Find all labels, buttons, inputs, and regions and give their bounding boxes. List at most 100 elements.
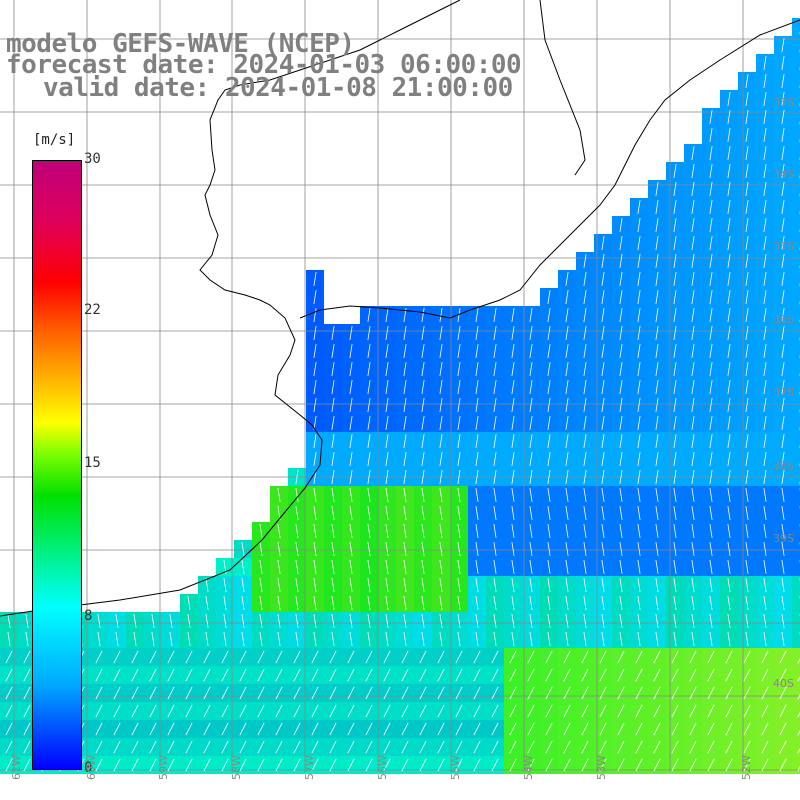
wind-arrow [547,326,551,340]
wind-arrow [781,416,785,430]
wind-arrow [763,200,767,214]
lon-label-60w: 60W [85,755,98,780]
wind-arrow [511,398,515,412]
wind-arrow [707,722,715,736]
wind-arrow [727,164,731,178]
wind-arrow [113,740,121,754]
wind-arrow [385,452,389,466]
wind-arrow [727,470,731,484]
wind-arrow [347,740,355,754]
wind-arrow [203,668,211,682]
wind-arrow [421,506,425,520]
wind-arrow [583,614,587,628]
wind-arrow [563,686,571,700]
wind-arrow [529,560,533,574]
wind-arrow [671,722,679,736]
wind-arrow [493,578,497,592]
wind-arrow [691,434,695,448]
wind-arrow [349,578,353,592]
wind-arrow [763,380,767,394]
wind-arrow [331,416,335,430]
wind-arrow [565,560,569,574]
wind-arrow [727,254,731,268]
wind-arrow [619,524,623,538]
wind-arrow [241,578,245,592]
wind-arrow [727,632,731,646]
wind-arrow [763,182,767,196]
wind-arrow [349,488,353,502]
wind-arrow [239,668,247,682]
wind-arrow [581,740,589,754]
wind-arrow [565,506,569,520]
wind-arrow [727,146,731,160]
wind-arrow [421,362,425,376]
wind-arrow [403,344,407,358]
valid-date: valid date: 2024-01-08 21:00:00 [43,73,513,103]
wind-arrow [457,416,461,430]
wind-arrow [457,344,461,358]
wind-arrow [673,236,677,250]
wind-arrow [673,632,677,646]
wind-arrow [691,578,695,592]
wind-arrow [709,506,713,520]
wind-arrow [365,668,373,682]
wind-speed-cell [792,558,800,576]
wind-arrow [637,362,641,376]
wind-arrow [493,344,497,358]
wind-arrow [205,596,209,610]
wind-arrow [455,758,463,772]
wind-arrow [491,686,499,700]
wind-arrow [583,560,587,574]
wind-arrow [565,380,569,394]
wind-arrow [743,704,751,718]
wind-arrow [527,668,535,682]
wind-arrow [403,488,407,502]
wind-arrow [511,416,515,430]
wind-arrow [673,200,677,214]
wind-arrow [403,362,407,376]
wind-arrow [653,740,661,754]
wind-arrow [421,596,425,610]
lat-label-37s: 37S [773,386,794,399]
wind-arrow [745,200,749,214]
wind-arrow [763,344,767,358]
wind-arrow [437,668,445,682]
wind-arrow [529,506,533,520]
wind-arrow [529,488,533,502]
wind-arrow [601,524,605,538]
wind-arrow [223,596,227,610]
wind-arrow [403,380,407,394]
wind-arrow [709,578,713,592]
wind-arrow [475,434,479,448]
wind-arrow [619,254,623,268]
wind-arrow [385,524,389,538]
wind-arrow [745,272,749,286]
wind-arrow [311,758,319,772]
wind-arrow [743,650,751,664]
wind-arrow [673,560,677,574]
wind-arrow [745,506,749,520]
wind-arrow [367,434,371,448]
wind-arrow [601,452,605,466]
colorbar-tick-22: 22 [84,302,101,318]
wind-arrow [673,470,677,484]
wind-arrow [455,704,463,718]
wind-arrow [493,470,497,484]
wind-speed-cell [792,270,800,288]
wind-arrow [617,758,625,772]
wind-arrow [331,380,335,394]
wind-arrow [511,362,515,376]
wind-arrow [655,578,659,592]
wind-arrow [457,398,461,412]
wind-speed-cell [792,72,800,90]
wind-arrow [727,128,731,142]
wind-arrow [673,272,677,286]
lon-label-58w: 58W [230,755,243,780]
wind-arrow [619,560,623,574]
wind-arrow [635,704,643,718]
wind-arrow [259,632,263,646]
wind-arrow [313,380,317,394]
wind-arrow [745,416,749,430]
wind-speed-cell [792,648,800,666]
wind-arrow [655,398,659,412]
